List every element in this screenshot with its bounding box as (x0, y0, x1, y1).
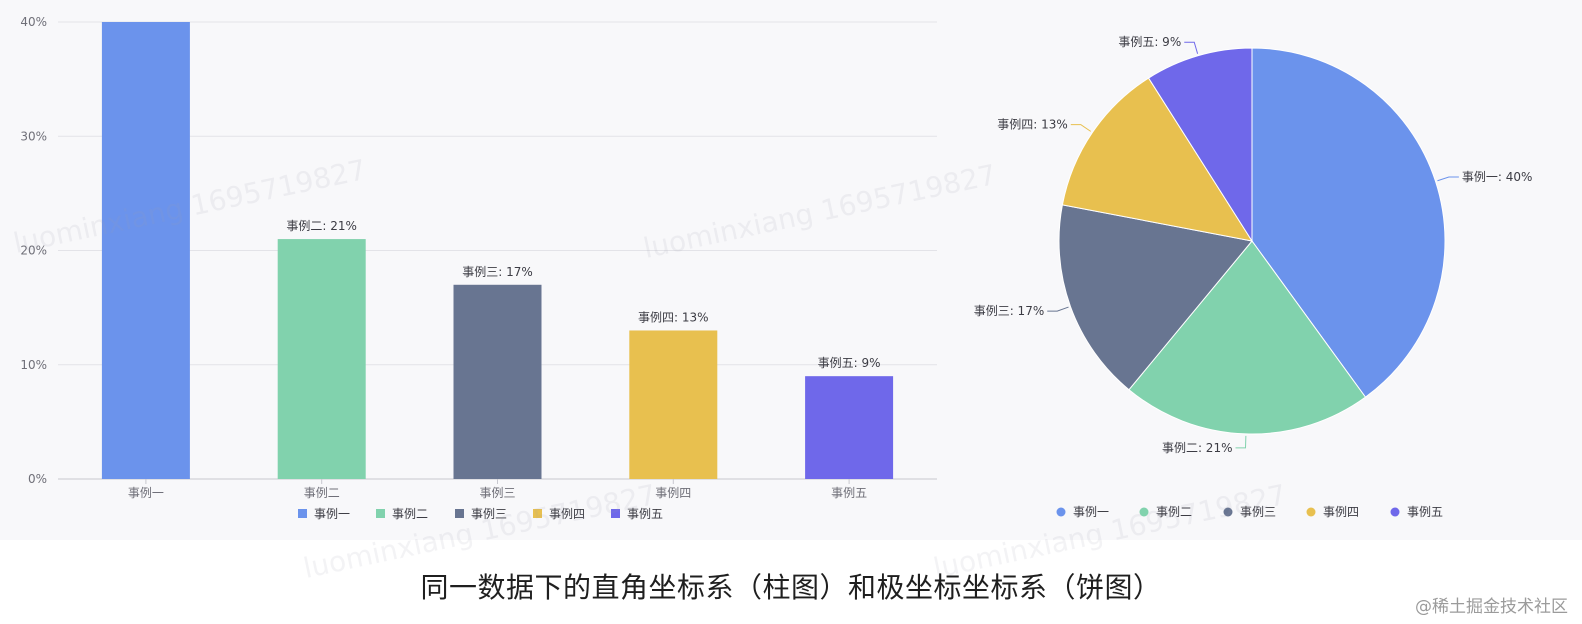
legend-swatch (455, 509, 464, 518)
pie-slice-label: 事例一: 40% (1462, 170, 1533, 184)
pie-slice-label: 事例三: 17% (974, 304, 1045, 318)
bar (101, 22, 190, 479)
bar-chart-panel: 0% 10% 20% 30% 40% 事例一 事例二 事例二: 21% 事例三 事例三: 17% 事… (20, 15, 937, 521)
x-tick-label: 事例一 (128, 486, 164, 500)
y-tick-label: 20% (20, 244, 47, 258)
legend-label: 事例四 (549, 507, 585, 521)
x-tick-label: 事例二 (304, 486, 340, 500)
legend-swatch (1139, 507, 1149, 517)
legend-swatch (1223, 507, 1233, 517)
pie-slice-label: 事例二: 21% (1162, 441, 1233, 455)
pie-slice (1251, 47, 1446, 398)
pie-leader-line (1235, 435, 1247, 449)
legend-swatch (611, 509, 620, 518)
legend-label: 事例二 (1156, 505, 1192, 519)
y-tick-label: 0% (28, 472, 47, 486)
data-label: 事例三: 17% (462, 265, 533, 279)
x-tick-label: 事例五 (831, 486, 867, 500)
legend-swatch (298, 509, 307, 518)
bar (805, 376, 894, 479)
legend-label: 事例二 (392, 507, 428, 521)
figure-caption: 同一数据下的直角坐标系（柱图）和极坐标坐标系（饼图） (420, 571, 1162, 604)
pie-chart: 事例一: 40% 事例二: 21% 事例三: 17% 事例四: 13% 事例五: 9% 事… (974, 35, 1533, 519)
legend-label: 事例四 (1323, 505, 1359, 519)
pie-leader-line (1070, 124, 1092, 132)
x-tick-label: 事例四 (655, 486, 691, 500)
legend-label: 事例一 (1073, 505, 1109, 519)
legend-label: 事例三 (1240, 505, 1276, 519)
legend-label: 事例三 (471, 507, 507, 521)
data-label: 事例五: 9% (818, 356, 881, 370)
legend-swatch (533, 509, 542, 518)
y-tick-label: 30% (20, 129, 47, 143)
credit-text: @稀土掘金技术社区 (1415, 597, 1568, 617)
bar (629, 330, 718, 479)
legend-label: 事例五 (627, 507, 663, 521)
bar (453, 284, 542, 479)
legend-label: 事例一 (314, 507, 350, 521)
data-label: 事例二: 21% (286, 219, 357, 233)
pie-leader-line (1184, 41, 1199, 54)
legend-swatch (1056, 507, 1066, 517)
pie-slice-label: 事例五: 9% (1118, 35, 1181, 49)
x-tick-label: 事例三 (479, 486, 515, 500)
pie-slice (1128, 240, 1367, 435)
pie-slice (1147, 47, 1253, 243)
pie-slice-label: 事例四: 13% (997, 118, 1068, 132)
legend-swatch (376, 509, 385, 518)
bar (277, 239, 366, 479)
pie-leader-line (1437, 176, 1459, 182)
pie-slice (1061, 77, 1254, 242)
y-tick-label: 40% (20, 15, 47, 29)
pie-slice (1058, 204, 1253, 391)
legend-label: 事例五 (1407, 505, 1443, 519)
legend-swatch (1306, 507, 1316, 517)
pie-chart-panel: 事例一: 40% 事例二: 21% 事例三: 17% 事例四: 13% 事例五: 9% 事… (950, 0, 1582, 540)
legend-swatch (1390, 507, 1400, 517)
data-label: 事例四: 13% (638, 310, 709, 324)
y-tick-label: 10% (20, 358, 47, 372)
pie-leader-line (1047, 306, 1069, 312)
